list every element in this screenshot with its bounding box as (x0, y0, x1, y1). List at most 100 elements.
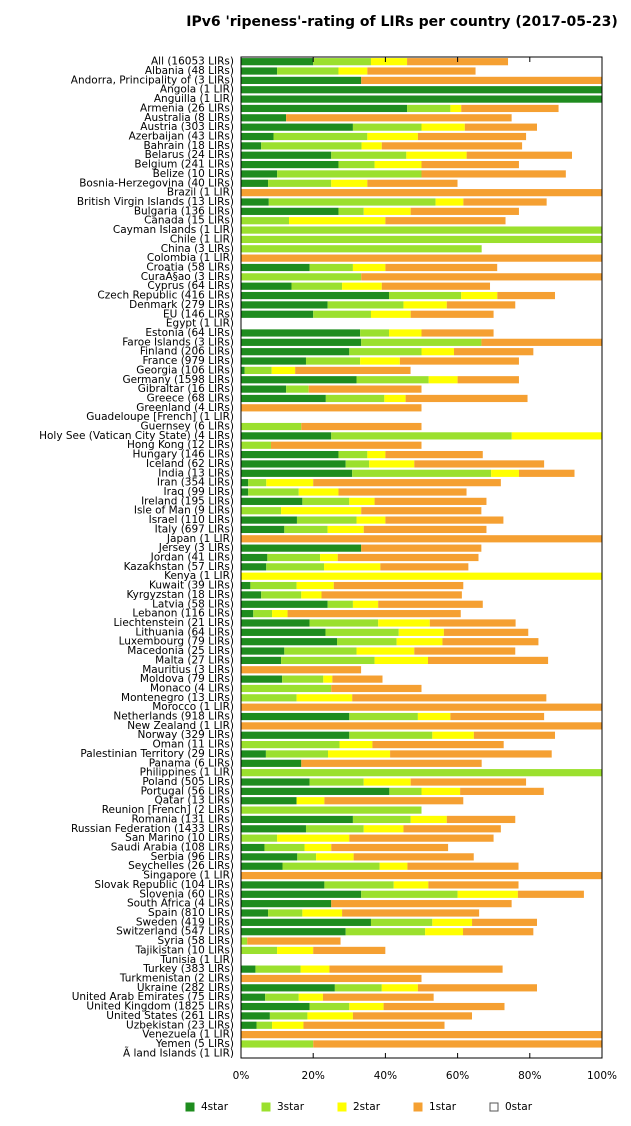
bar-segment (265, 993, 299, 1001)
bar-segment (384, 394, 406, 403)
bar-segment (241, 610, 254, 618)
bar-segment (241, 385, 287, 393)
bar-segment (241, 974, 422, 983)
bar-segment (241, 1002, 310, 1011)
y-tick-label: Isle of Man (9 LIRs) (134, 505, 234, 517)
y-tick-label: Tunisia (1 LIR) (159, 954, 234, 966)
bar-segment (241, 741, 340, 749)
bar-segment (572, 151, 602, 159)
bar-segment (241, 329, 361, 337)
bar-segment (417, 132, 527, 141)
bar-segment (286, 114, 512, 122)
bar-segment (302, 909, 343, 917)
bar-segment (241, 132, 274, 141)
bar-segment (421, 160, 519, 169)
y-tick-label: Singapore (1 LIR) (143, 870, 234, 882)
bar-segment (331, 432, 512, 440)
bar-segment (273, 132, 368, 141)
bar-segment (481, 338, 602, 346)
bar-segment (508, 58, 602, 66)
bar-segment (241, 647, 285, 655)
bar-segment (281, 507, 362, 515)
bar-segment (241, 394, 326, 403)
y-tick-label: Lebanon (116 LIRs) (132, 608, 234, 620)
bar-segment (367, 179, 458, 187)
bar-segment (583, 890, 602, 898)
bar-segment (241, 432, 332, 440)
bar-segment (515, 619, 602, 627)
y-tick-label: Macedonia (25 LIRs) (127, 645, 234, 657)
bar-segment (331, 151, 407, 159)
bar-segment (367, 67, 476, 75)
bar-segment (241, 404, 422, 412)
y-tick-label: Austria (303 LIRs) (140, 121, 234, 133)
bar-segment (383, 1002, 505, 1011)
bar-segment (241, 217, 290, 225)
bar-segment (241, 273, 362, 281)
y-tick-label: Czech Republic (416 LIRs) (97, 290, 234, 302)
y-tick-label: Anguilla (1 LIR) (154, 93, 234, 105)
bar-segment (410, 366, 602, 374)
bar-segment (460, 787, 544, 795)
y-tick-label: Saudi Arabia (108 LIRs) (111, 842, 234, 854)
bar-segment (316, 853, 354, 861)
y-tick-label: Venezuela (1 LIR) (142, 1029, 234, 1041)
bar-segment (421, 404, 602, 412)
bar-segment (277, 170, 422, 178)
bar-segment (352, 263, 386, 272)
x-tick-label: 100% (587, 1070, 617, 1082)
y-tick-label: Ã land Islands (1 LIR) (123, 1046, 234, 1059)
bar-segment (463, 797, 603, 805)
bar-segment (398, 628, 444, 636)
bar-segment (241, 965, 256, 973)
bar-segment (389, 787, 422, 795)
bar-segment (241, 956, 602, 964)
bar-segment (264, 843, 305, 852)
bar-segment (309, 778, 364, 786)
bar-segment (241, 1031, 602, 1039)
y-tick-label: Azerbaijan (43 LIRs) (129, 131, 234, 143)
bar-segment (367, 450, 386, 459)
bar-segment (241, 759, 302, 767)
bar-segment (241, 628, 326, 636)
bar-segment (342, 282, 382, 290)
bar-segment (518, 207, 602, 215)
bar-segment (339, 741, 373, 749)
y-tick-label: Spain (810 LIRs) (148, 907, 234, 919)
bar-segment (277, 67, 339, 75)
bar-segment (491, 469, 519, 477)
bar-segment (543, 787, 602, 795)
bar-segment (544, 712, 602, 721)
y-tick-label: Holy See (Vatican City State) (4 LIRs) (39, 430, 234, 442)
bar-segment (241, 535, 602, 543)
bar-segment (333, 581, 464, 590)
bar-segment (515, 815, 602, 824)
bar-segment (352, 1012, 473, 1020)
bar-segment (337, 638, 397, 646)
y-tick-label: Slovak Republic (104 LIRs) (94, 879, 234, 891)
bar-segment (289, 217, 386, 225)
bar-segment (309, 619, 379, 627)
y-tick-label: Montenegro (13 LIRs) (121, 692, 234, 704)
bar-segment (241, 900, 332, 908)
bar-segment (463, 928, 534, 936)
bar-segment (526, 132, 602, 141)
y-tick-label: Panama (6 LIRs) (149, 757, 234, 769)
bar-segment (327, 525, 364, 534)
bar-segment (502, 965, 602, 973)
bar-segment (266, 563, 325, 571)
bar-segment (481, 507, 602, 515)
y-tick-label: Guadeloupe [French] (1 LIR) (86, 411, 234, 423)
y-tick-label: Romania (131 LIRs) (131, 813, 234, 825)
y-tick-label: Seychelles (26 LIRs) (128, 860, 234, 872)
bar-segment (479, 909, 602, 917)
bar-segment (349, 834, 494, 842)
bar-segment (241, 815, 353, 824)
bar-segment (241, 666, 362, 674)
y-tick-label: Italy (697 LIRs) (155, 523, 234, 535)
bar-segment (555, 291, 602, 300)
bar-segment (503, 516, 602, 524)
bar-segment (296, 581, 334, 590)
bar-segment (331, 179, 368, 187)
